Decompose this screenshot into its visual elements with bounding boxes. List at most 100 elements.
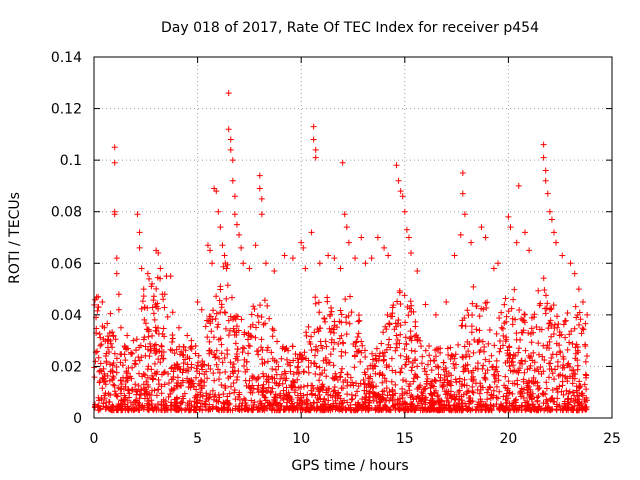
- data-point: [383, 407, 390, 414]
- data-point: [231, 389, 238, 396]
- data-point: [96, 368, 103, 375]
- data-point: [504, 395, 511, 402]
- data-point: [509, 380, 516, 387]
- data-point: [544, 300, 551, 307]
- data-point: [530, 349, 537, 356]
- data-point: [524, 366, 531, 373]
- data-point: [294, 355, 301, 362]
- data-point: [205, 362, 212, 369]
- data-point: [121, 343, 128, 350]
- data-point: [546, 208, 553, 215]
- data-point: [392, 381, 399, 388]
- data-point: [164, 313, 171, 320]
- data-point: [350, 340, 357, 347]
- data-point: [485, 340, 492, 347]
- data-point: [466, 353, 473, 360]
- data-point: [481, 374, 488, 381]
- data-point: [243, 382, 250, 389]
- data-point: [213, 397, 220, 404]
- data-point: [548, 216, 555, 223]
- data-point: [254, 386, 261, 393]
- data-point: [542, 292, 549, 299]
- data-point: [487, 384, 494, 391]
- data-point: [223, 295, 230, 302]
- data-point: [389, 396, 396, 403]
- data-point: [253, 324, 260, 331]
- data-point: [362, 403, 369, 410]
- y-tick-label: 0.04: [51, 308, 82, 324]
- data-point: [467, 397, 474, 404]
- data-point: [479, 384, 486, 391]
- data-point: [489, 394, 496, 401]
- data-point: [527, 362, 534, 369]
- data-point: [482, 299, 489, 306]
- data-point: [377, 399, 384, 406]
- data-point: [175, 363, 182, 370]
- data-point: [294, 394, 301, 401]
- data-point: [224, 261, 231, 268]
- data-point: [326, 359, 333, 366]
- data-point: [202, 323, 209, 330]
- data-point: [156, 347, 163, 354]
- data-point: [482, 356, 489, 363]
- data-point: [225, 126, 232, 133]
- data-point: [218, 304, 225, 311]
- data-point: [559, 378, 566, 385]
- data-point: [563, 387, 570, 394]
- data-point: [443, 397, 450, 404]
- data-point: [338, 348, 345, 355]
- data-point: [435, 371, 442, 378]
- data-point: [338, 369, 345, 376]
- data-point: [136, 229, 143, 236]
- data-point: [245, 330, 252, 337]
- data-point: [125, 345, 132, 352]
- data-point: [559, 364, 566, 371]
- data-point: [400, 377, 407, 384]
- data-point: [216, 355, 223, 362]
- data-point: [210, 307, 217, 314]
- data-point: [517, 388, 524, 395]
- data-point: [209, 387, 216, 394]
- data-point: [422, 399, 429, 406]
- data-point: [243, 405, 250, 412]
- data-point: [234, 313, 241, 320]
- data-point: [144, 381, 151, 388]
- data-point: [241, 362, 248, 369]
- data-point: [298, 352, 305, 359]
- data-point: [468, 239, 475, 246]
- data-point: [289, 343, 296, 350]
- data-point: [192, 407, 199, 414]
- data-point: [327, 329, 334, 336]
- data-point: [218, 341, 225, 348]
- data-point: [556, 383, 563, 390]
- data-point: [573, 341, 580, 348]
- data-point: [387, 313, 394, 320]
- data-point: [225, 90, 232, 97]
- data-point: [134, 388, 141, 395]
- data-point: [239, 349, 246, 356]
- data-point: [207, 320, 214, 327]
- data-point: [502, 295, 509, 302]
- data-point: [154, 400, 161, 407]
- data-point: [382, 323, 389, 330]
- data-point: [281, 252, 288, 259]
- data-point: [468, 329, 475, 336]
- data-point: [264, 358, 271, 365]
- data-point: [179, 379, 186, 386]
- data-point: [111, 388, 118, 395]
- data-point: [337, 265, 344, 272]
- data-point: [181, 390, 188, 397]
- data-point: [288, 398, 295, 405]
- data-point: [209, 316, 216, 323]
- data-point: [443, 298, 450, 305]
- data-point: [111, 350, 118, 357]
- data-point: [522, 347, 529, 354]
- data-point: [310, 136, 317, 143]
- data-point: [540, 391, 547, 398]
- data-point: [572, 355, 579, 362]
- data-point: [464, 361, 471, 368]
- data-point: [500, 332, 507, 339]
- data-point: [192, 350, 199, 357]
- data-point: [226, 400, 233, 407]
- data-point: [507, 407, 514, 414]
